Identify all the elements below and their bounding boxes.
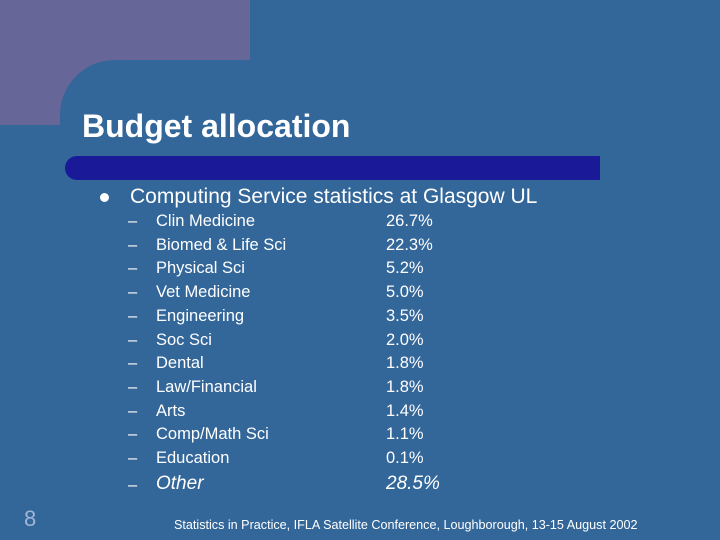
stat-row: – Other 28.5% — [0, 473, 720, 497]
stat-row: – Physical Sci 5.2% — [0, 259, 720, 283]
dash-icon: – — [128, 235, 138, 254]
stat-value: 22.3% — [386, 235, 433, 254]
footer-text: Statistics in Practice, IFLA Satellite C… — [174, 518, 638, 532]
stat-row: – Education 0.1% — [0, 449, 720, 473]
stat-row: – Dental 1.8% — [0, 354, 720, 378]
dash-icon: – — [128, 330, 138, 349]
stat-row: – Soc Sci 2.0% — [0, 331, 720, 355]
stat-label: Engineering — [156, 306, 245, 325]
dash-icon: – — [128, 425, 138, 444]
stat-label: Other — [156, 473, 204, 494]
title-underline-bar — [65, 156, 600, 180]
stat-row: – Biomed & Life Sci 22.3% — [0, 236, 720, 260]
stat-label: Clin Medicine — [156, 212, 256, 230]
stat-row: – Law/Financial 1.8% — [0, 378, 720, 402]
stat-label: Soc Sci — [156, 330, 212, 349]
stat-value: 1.8% — [386, 377, 424, 396]
dash-icon: – — [128, 354, 138, 373]
stat-row: – Clin Medicine 26.7% — [0, 212, 720, 236]
stat-value: 1.4% — [386, 401, 424, 420]
stat-value: 28.5% — [386, 473, 440, 494]
dash-icon: – — [128, 306, 138, 325]
dash-icon: – — [128, 283, 138, 302]
stat-value: 1.1% — [386, 425, 424, 444]
stat-label: Comp/Math Sci — [156, 425, 269, 444]
stat-label: Law/Financial — [156, 377, 257, 396]
bullet-dot-icon — [100, 193, 109, 202]
stat-label: Dental — [156, 354, 204, 373]
stat-row: – Comp/Math Sci 1.1% — [0, 425, 720, 449]
bullet-text: Computing Service statistics at Glasgow … — [130, 185, 538, 208]
dash-icon: – — [128, 377, 138, 396]
stat-row: – Arts 1.4% — [0, 402, 720, 426]
dash-icon: – — [128, 259, 138, 278]
stat-value: 1.8% — [386, 354, 424, 373]
stat-value: 5.2% — [386, 259, 424, 278]
page-number: 8 — [24, 506, 37, 531]
stat-value: 26.7% — [386, 212, 433, 230]
stat-label: Education — [156, 449, 230, 467]
stat-row: – Vet Medicine 5.0% — [0, 283, 720, 307]
slide-title: Budget allocation — [82, 108, 351, 144]
dash-icon: – — [128, 401, 138, 420]
dash-icon: – — [128, 212, 138, 230]
stat-value: 2.0% — [386, 330, 424, 349]
dash-icon: – — [128, 476, 138, 494]
stat-value: 0.1% — [386, 449, 424, 467]
stat-label: Physical Sci — [156, 259, 245, 278]
stat-row: – Engineering 3.5% — [0, 307, 720, 331]
stat-label: Biomed & Life Sci — [156, 235, 287, 254]
stat-label: Vet Medicine — [156, 283, 251, 302]
dash-icon: – — [128, 449, 138, 467]
stat-value: 5.0% — [386, 283, 424, 302]
stat-label: Arts — [156, 401, 186, 420]
stat-value: 3.5% — [386, 306, 424, 325]
